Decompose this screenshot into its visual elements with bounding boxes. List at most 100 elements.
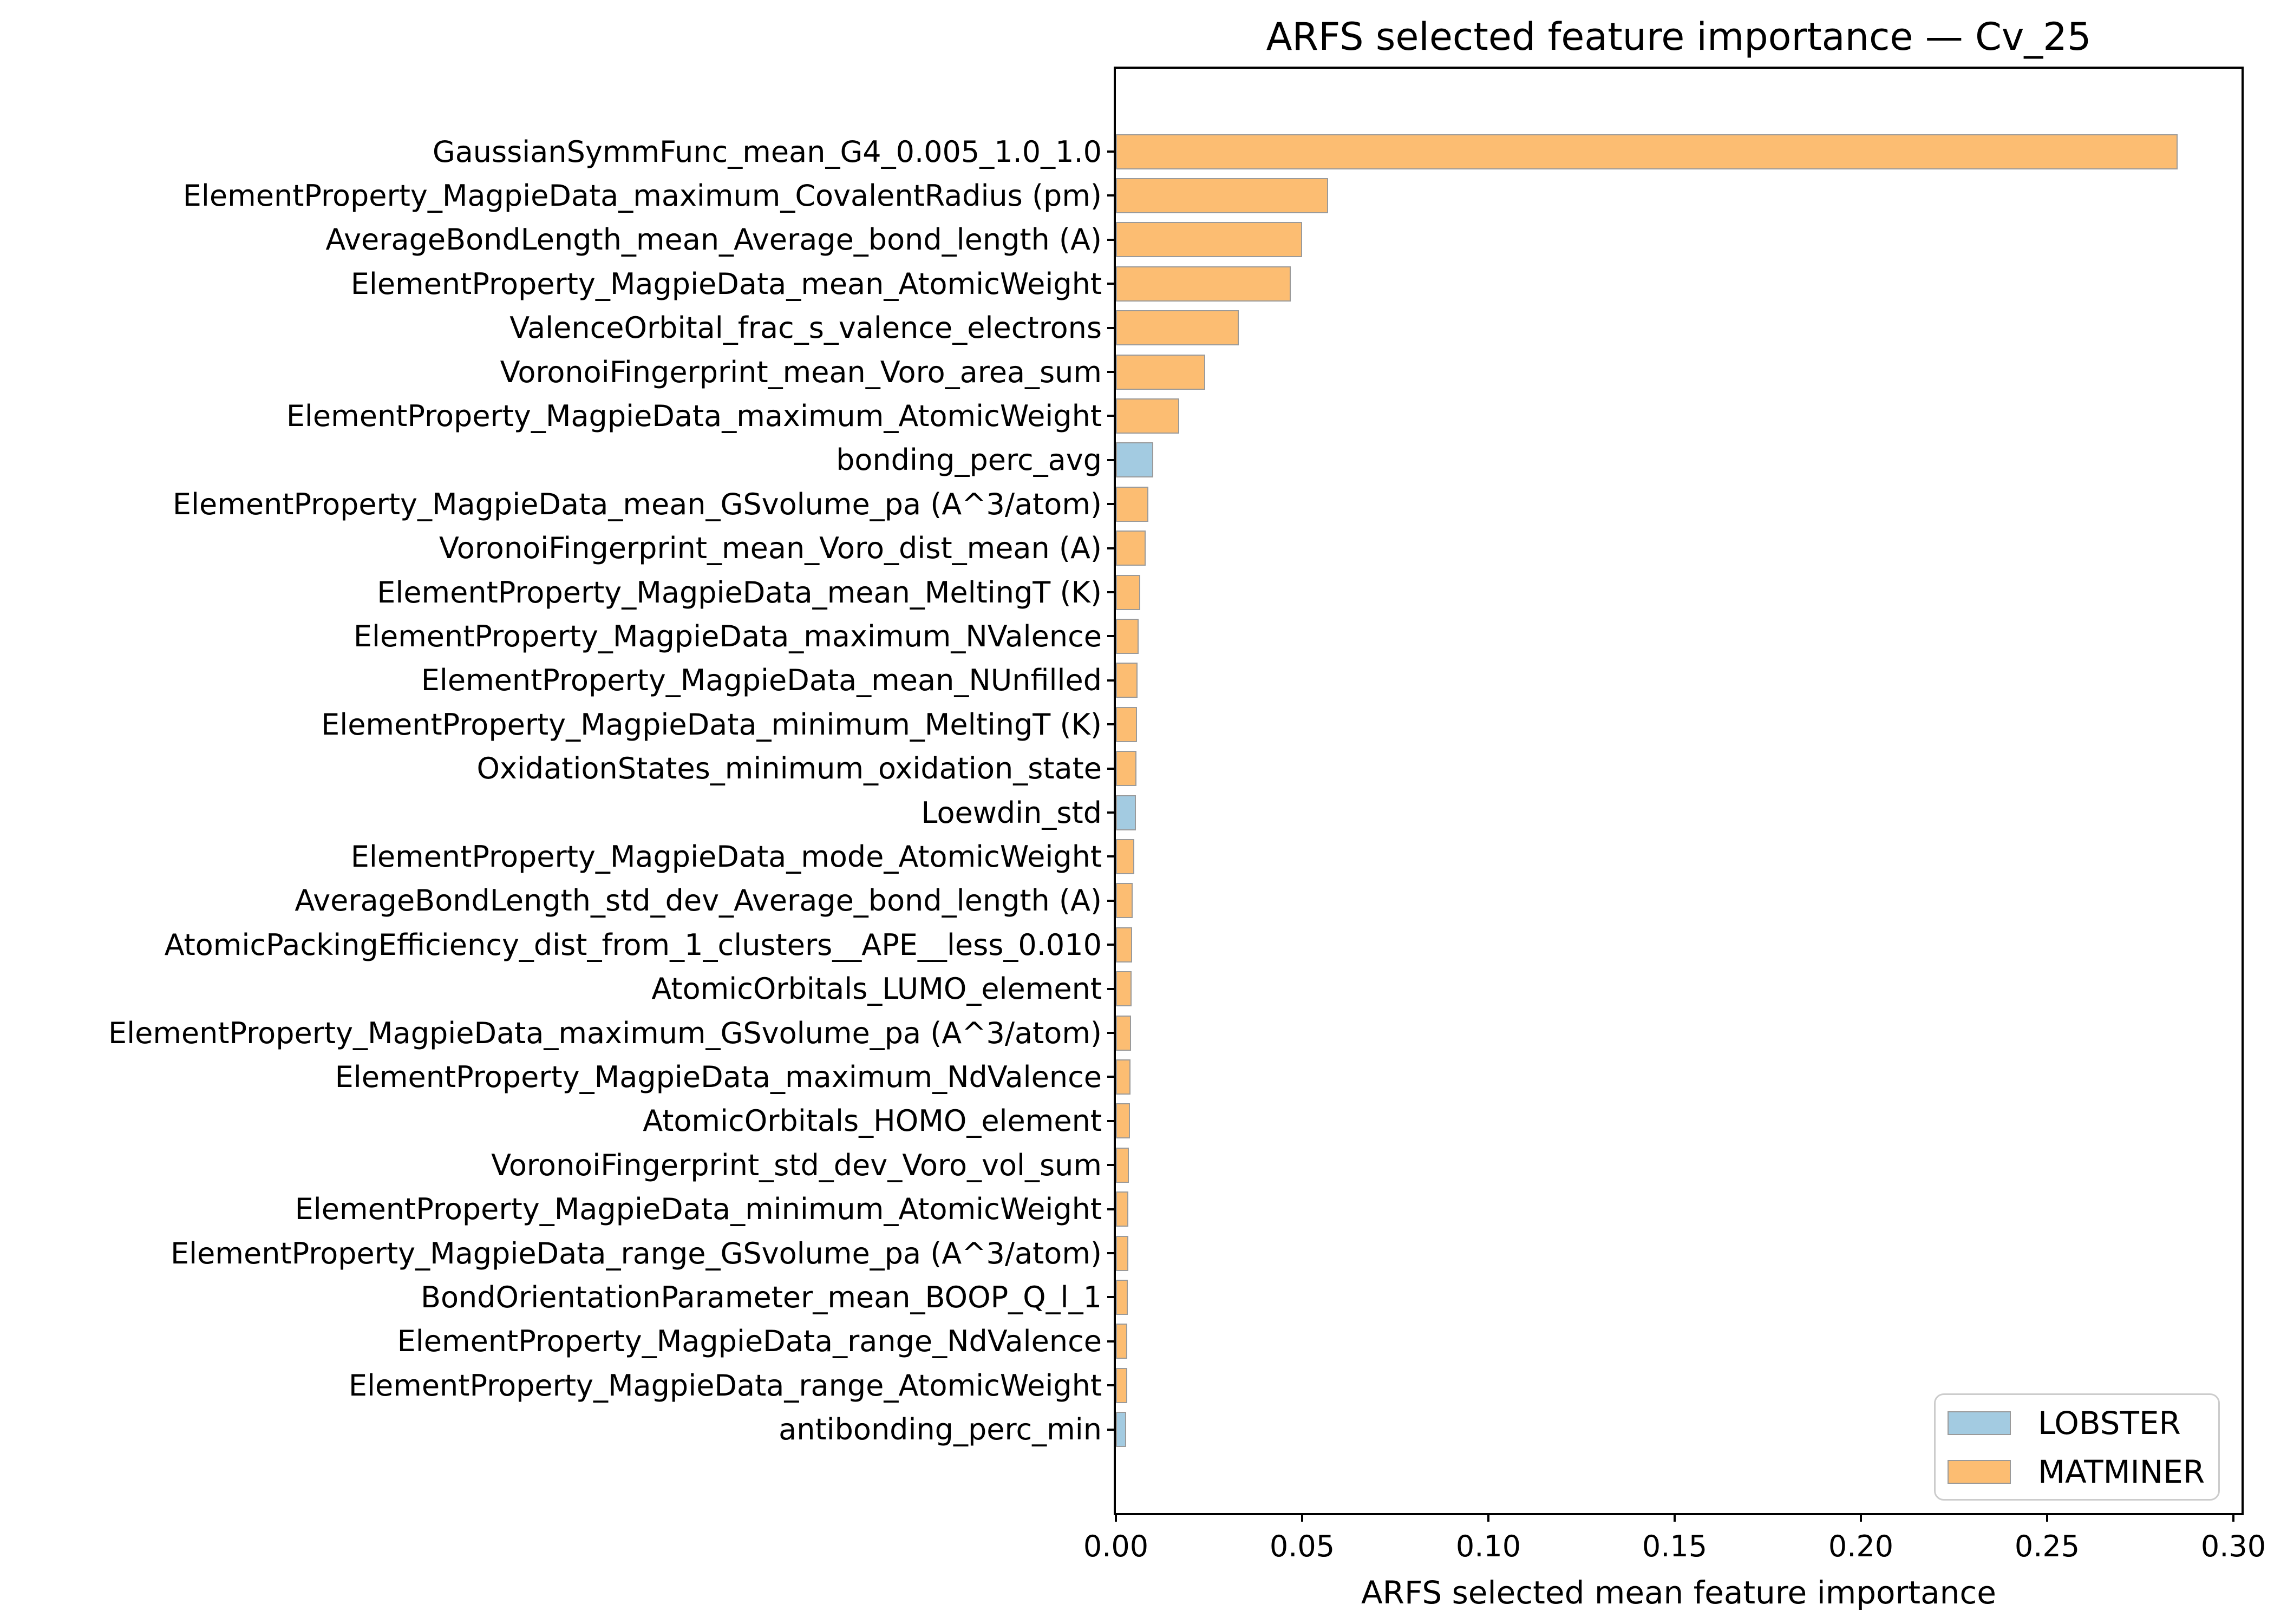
y-tick [1107,503,1116,506]
bar [1116,531,1146,566]
y-tick-label: VoronoiFingerprint_mean_Voro_area_sum [500,355,1102,389]
y-tick [1107,767,1116,770]
y-tick [1107,238,1116,241]
x-tick-label: 0.25 [2014,1529,2080,1563]
x-tick [2046,1513,2048,1522]
legend-label: LOBSTER [2038,1405,2181,1442]
y-tick [1107,899,1116,902]
bar [1116,1015,1131,1051]
y-tick-label: ValenceOrbital_frac_s_valence_electrons [509,311,1102,345]
bar [1116,1412,1127,1448]
y-tick-label: ElementProperty_MagpieData_mean_MeltingT… [377,575,1102,610]
bar [1116,751,1136,787]
y-tick-label: ElementProperty_MagpieData_range_AtomicW… [348,1368,1102,1403]
y-tick [1107,150,1116,153]
bar [1116,178,1329,213]
x-tick-label: 0.20 [1828,1529,1894,1563]
x-tick-label: 0.15 [1642,1529,1708,1563]
bar [1116,706,1138,742]
y-tick-label: ElementProperty_MagpieData_minimum_Atomi… [295,1192,1102,1227]
y-tick-label: GaussianSymmFunc_mean_G4_0.005_1.0_1.0 [432,134,1102,169]
legend-swatch-matminer [1948,1460,2011,1484]
bar [1116,839,1134,874]
y-tick [1107,194,1116,197]
x-tick [1301,1513,1303,1522]
y-tick [1107,1076,1116,1078]
x-tick-label: 0.00 [1083,1529,1149,1563]
y-tick-label: ElementProperty_MagpieData_mean_NUnfille… [421,663,1102,698]
y-tick [1107,1384,1116,1387]
y-tick [1107,1252,1116,1254]
bar [1116,1059,1131,1095]
bar [1116,222,1302,258]
bar [1116,927,1133,962]
y-tick [1107,283,1116,285]
y-tick-label: AtomicOrbitals_LUMO_element [651,972,1102,1006]
x-tick [1860,1513,1862,1522]
y-tick-label: ElementProperty_MagpieData_range_GSvolum… [171,1236,1102,1271]
bar [1116,1279,1128,1315]
x-tick-label: 0.30 [2200,1529,2266,1563]
y-tick-label: AtomicOrbitals_HOMO_element [643,1104,1102,1138]
x-tick-label: 0.05 [1269,1529,1335,1563]
y-tick-label: AverageBondLength_std_dev_Average_bond_l… [295,883,1102,918]
y-tick-label: antibonding_perc_min [779,1412,1102,1447]
bar [1116,134,2178,169]
y-tick [1107,1208,1116,1210]
x-tick [2232,1513,2234,1522]
y-tick [1107,459,1116,461]
legend-item: LOBSTER [1948,1405,2181,1442]
legend-label: MATMINER [2038,1453,2205,1490]
y-tick [1107,371,1116,373]
y-tick [1107,635,1116,638]
bar [1116,971,1132,1007]
y-tick-label: AverageBondLength_mean_Average_bond_leng… [325,222,1102,257]
bar [1116,266,1291,302]
bar [1116,574,1140,610]
chart-title: ARFS selected feature importance — Cv_25 [1266,15,2092,59]
y-tick [1107,1119,1116,1122]
bar [1116,1103,1131,1139]
y-tick-label: OxidationStates_minimum_oxidation_state [476,751,1102,786]
bar [1116,795,1136,830]
bar [1116,486,1148,522]
x-axis-label: ARFS selected mean feature importance [1361,1574,1996,1611]
bar [1116,1367,1127,1403]
x-tick-label: 0.10 [1455,1529,1521,1563]
legend-swatch-lobster [1948,1411,2011,1435]
y-tick [1107,944,1116,946]
y-tick-label: VoronoiFingerprint_std_dev_Voro_vol_sum [491,1148,1102,1182]
bar [1116,1235,1128,1271]
legend-item: MATMINER [1948,1453,2205,1490]
bar [1116,398,1179,434]
bar [1116,354,1206,390]
y-tick-label: BondOrientationParameter_mean_BOOP_Q_l_1 [420,1280,1102,1314]
bar [1116,663,1138,698]
y-tick-label: ElementProperty_MagpieData_minimum_Melti… [321,707,1102,742]
y-tick-label: bonding_perc_avg [836,443,1102,477]
y-tick-label: ElementProperty_MagpieData_mode_AtomicWe… [350,839,1102,874]
y-tick [1107,811,1116,814]
y-tick [1107,547,1116,549]
y-tick-label: ElementProperty_MagpieData_maximum_Coval… [182,178,1102,213]
y-tick [1107,1032,1116,1034]
bar [1116,310,1239,346]
x-tick [1487,1513,1489,1522]
y-tick [1107,1428,1116,1431]
bar [1116,618,1139,654]
y-tick [1107,679,1116,682]
y-tick-label: ElementProperty_MagpieData_maximum_NdVal… [335,1059,1102,1094]
y-tick-label: ElementProperty_MagpieData_mean_AtomicWe… [350,266,1102,301]
bar [1116,442,1153,478]
y-tick-label: Loewdin_std [921,795,1102,830]
y-tick [1107,326,1116,329]
y-tick [1107,1164,1116,1167]
y-tick [1107,987,1116,990]
y-tick-label: ElementProperty_MagpieData_maximum_GSvol… [108,1016,1102,1050]
y-tick-label: VoronoiFingerprint_mean_Voro_dist_mean (… [439,531,1102,566]
y-tick [1107,591,1116,593]
y-tick-label: AtomicPackingEfficiency_dist_from_1_clus… [164,927,1102,962]
y-tick [1107,855,1116,858]
plot-area [1114,67,2244,1515]
